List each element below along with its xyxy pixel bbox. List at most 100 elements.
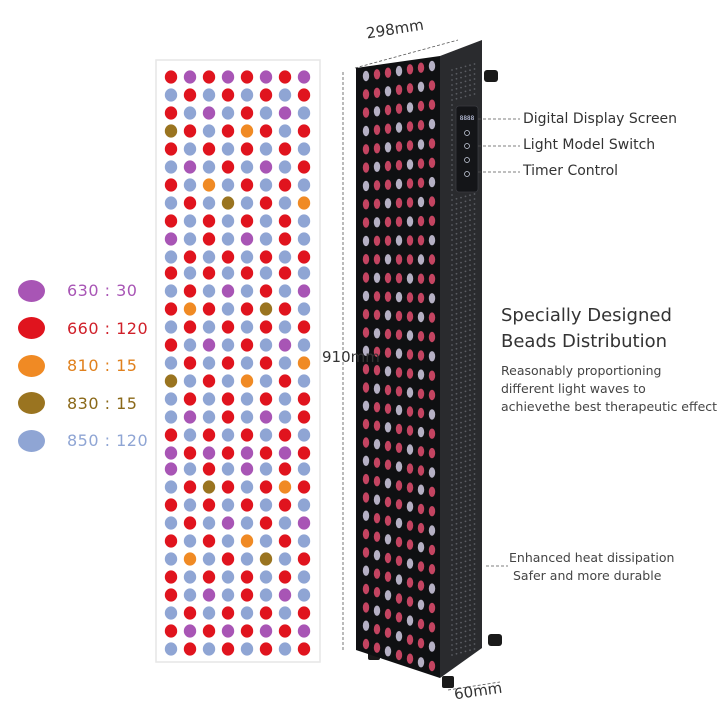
vent-hole	[464, 215, 467, 218]
vent-hole	[460, 356, 462, 359]
light-mode-button[interactable]	[464, 143, 470, 149]
bead	[183, 624, 197, 638]
led	[428, 118, 436, 130]
bead	[240, 462, 254, 476]
vent-hole	[460, 516, 462, 519]
vent-hole	[460, 621, 462, 624]
vent-hole	[469, 549, 471, 552]
vent-hole	[473, 428, 476, 430]
bead	[259, 606, 273, 620]
vent-hole	[451, 529, 453, 531]
led	[406, 178, 414, 189]
led	[362, 437, 370, 448]
vent-hole	[464, 540, 467, 543]
vent-hole	[464, 505, 467, 508]
vent-hole	[460, 471, 462, 474]
bead	[278, 642, 292, 656]
vent-hole	[464, 435, 467, 438]
bead	[183, 428, 197, 442]
vent-hole	[464, 635, 467, 638]
bead	[259, 214, 273, 228]
bead	[278, 214, 292, 228]
led	[362, 510, 370, 521]
vent-hole	[464, 275, 467, 278]
vent-hole	[460, 276, 462, 279]
vent-hole	[473, 343, 476, 345]
bead	[164, 338, 178, 352]
bead	[202, 642, 216, 656]
led	[428, 80, 436, 91]
vent-hole	[451, 314, 453, 316]
led	[384, 272, 392, 284]
vent-hole	[451, 164, 453, 166]
vent-hole	[451, 379, 453, 381]
vent-hole	[469, 94, 471, 97]
vent-hole	[473, 598, 476, 600]
bead	[221, 410, 235, 424]
bead	[259, 142, 273, 156]
vent-hole	[451, 469, 453, 471]
bead	[164, 516, 178, 530]
vent-hole	[451, 639, 453, 641]
led	[373, 642, 381, 653]
vent-hole	[455, 627, 458, 630]
bead	[183, 534, 197, 548]
bead	[240, 588, 254, 602]
vent-hole	[460, 431, 462, 434]
bead	[278, 534, 292, 548]
vent-hole	[464, 425, 467, 428]
led	[373, 87, 381, 99]
bead	[278, 284, 292, 298]
vent-hole	[460, 511, 462, 514]
vent-hole	[469, 224, 471, 227]
led	[384, 366, 392, 377]
vent-hole	[464, 375, 467, 378]
vent-hole	[469, 239, 471, 242]
bead	[202, 498, 216, 512]
led	[417, 503, 425, 515]
led	[428, 99, 436, 110]
vent-hole	[464, 560, 467, 563]
vent-hole	[464, 225, 467, 228]
timer-minus-button[interactable]	[464, 171, 470, 177]
vent-hole	[460, 526, 462, 529]
vent-hole	[473, 353, 476, 355]
bead	[259, 196, 273, 210]
led	[406, 387, 414, 398]
led	[406, 406, 414, 417]
power-button[interactable]	[464, 130, 470, 136]
vent-hole	[464, 555, 467, 558]
vent-hole	[473, 638, 476, 640]
vent-hole	[464, 355, 467, 358]
vent-hole	[469, 84, 471, 87]
vent-hole	[460, 581, 462, 584]
vent-hole	[455, 407, 458, 410]
vent-hole	[464, 445, 467, 448]
vent-hole	[460, 651, 462, 654]
vent-hole	[464, 495, 467, 498]
led	[428, 293, 436, 304]
timer-plus-button[interactable]	[464, 157, 470, 163]
vent-hole	[451, 209, 453, 211]
bead	[164, 178, 178, 192]
bead	[278, 124, 292, 138]
led	[428, 641, 436, 652]
vent-hole	[473, 408, 476, 410]
bead	[164, 570, 178, 584]
bead	[221, 338, 235, 352]
vent-hole	[469, 644, 471, 647]
vent-hole	[451, 484, 453, 486]
vent-hole	[451, 614, 453, 616]
led	[373, 365, 381, 376]
bead	[183, 552, 197, 566]
vent-hole	[451, 569, 453, 571]
led	[373, 124, 381, 135]
legend-dot-830	[18, 392, 45, 415]
vent-hole	[455, 467, 458, 470]
vent-hole	[464, 315, 467, 318]
led	[417, 62, 425, 73]
led	[406, 596, 414, 607]
timer-callout: Timer Control	[523, 163, 619, 179]
vent-hole	[464, 550, 467, 553]
vent-hole	[455, 452, 458, 455]
